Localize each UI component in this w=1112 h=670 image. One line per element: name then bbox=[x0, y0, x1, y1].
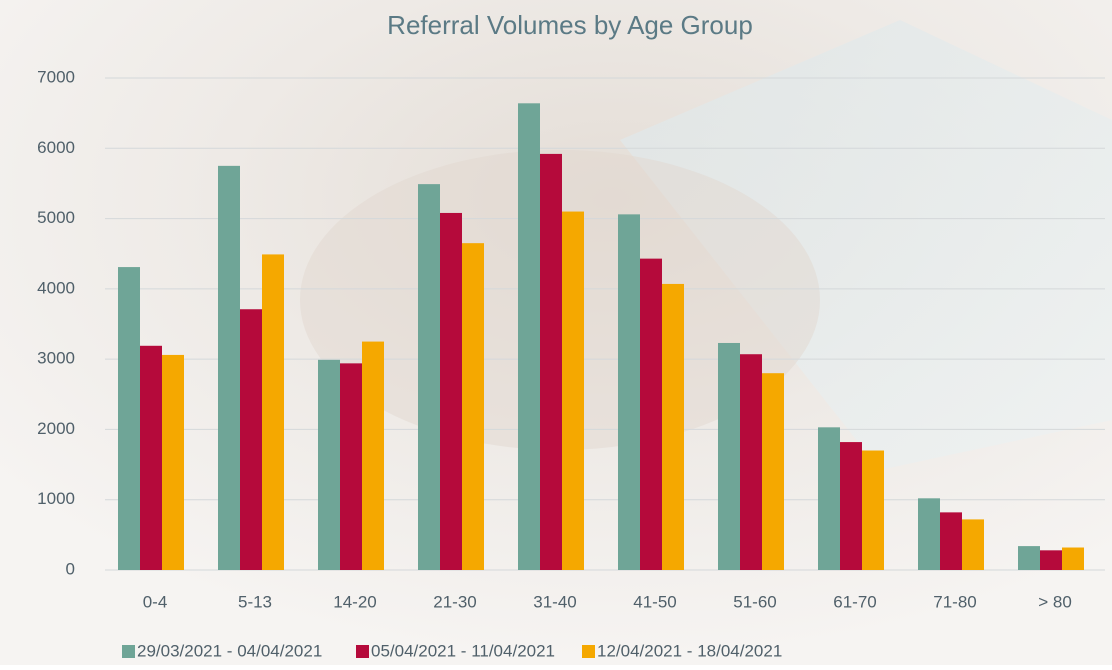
bar bbox=[918, 498, 940, 570]
bar bbox=[862, 450, 884, 570]
y-tick-label: 5000 bbox=[37, 208, 75, 227]
bar bbox=[840, 442, 862, 570]
bar bbox=[518, 103, 540, 570]
bar bbox=[162, 354, 184, 570]
bar bbox=[462, 243, 484, 570]
y-tick-label: 6000 bbox=[37, 138, 75, 157]
x-tick-label: > 80 bbox=[1038, 592, 1072, 611]
x-tick-label: 51-60 bbox=[733, 592, 776, 611]
bar bbox=[240, 309, 262, 570]
legend-label: 29/03/2021 - 04/04/2021 bbox=[137, 641, 322, 660]
bar bbox=[718, 342, 740, 570]
bar bbox=[662, 283, 684, 570]
y-tick-label: 7000 bbox=[37, 67, 75, 86]
bar bbox=[762, 373, 784, 570]
bar bbox=[440, 212, 462, 570]
legend-swatch bbox=[582, 645, 595, 658]
bar bbox=[618, 214, 640, 570]
y-tick-label: 0 bbox=[66, 559, 75, 578]
bar bbox=[740, 354, 762, 570]
bar bbox=[262, 254, 284, 570]
bar bbox=[218, 165, 240, 570]
background-glass bbox=[620, 20, 1112, 470]
bar bbox=[562, 211, 584, 571]
bar bbox=[362, 341, 384, 570]
x-tick-label: 61-70 bbox=[833, 592, 876, 611]
bar bbox=[118, 267, 140, 570]
x-tick-label: 0-4 bbox=[143, 592, 168, 611]
y-tick-label: 4000 bbox=[37, 278, 75, 297]
bar bbox=[540, 153, 562, 570]
legend-label: 12/04/2021 - 18/04/2021 bbox=[597, 641, 782, 660]
x-tick-label: 31-40 bbox=[533, 592, 576, 611]
chart-title: Referral Volumes by Age Group bbox=[387, 10, 753, 40]
bar bbox=[962, 519, 984, 570]
bar bbox=[818, 427, 840, 570]
x-tick-label: 21-30 bbox=[433, 592, 476, 611]
legend-swatch bbox=[356, 645, 369, 658]
legend-label: 05/04/2021 - 11/04/2021 bbox=[371, 641, 555, 660]
y-tick-label: 1000 bbox=[37, 489, 75, 508]
y-tick-label: 2000 bbox=[37, 419, 75, 438]
bar bbox=[940, 512, 962, 570]
legend-swatch bbox=[122, 645, 135, 658]
bar bbox=[340, 363, 362, 570]
bar bbox=[140, 345, 162, 570]
bar bbox=[1062, 547, 1084, 570]
x-tick-label: 14-20 bbox=[333, 592, 376, 611]
bar bbox=[318, 359, 340, 570]
bar bbox=[1018, 546, 1040, 570]
bar bbox=[418, 184, 440, 571]
bar bbox=[640, 258, 662, 570]
x-tick-label: 41-50 bbox=[633, 592, 676, 611]
x-tick-label: 5-13 bbox=[238, 592, 272, 611]
bar bbox=[1040, 550, 1062, 570]
x-tick-label: 71-80 bbox=[933, 592, 976, 611]
y-tick-label: 3000 bbox=[37, 349, 75, 368]
